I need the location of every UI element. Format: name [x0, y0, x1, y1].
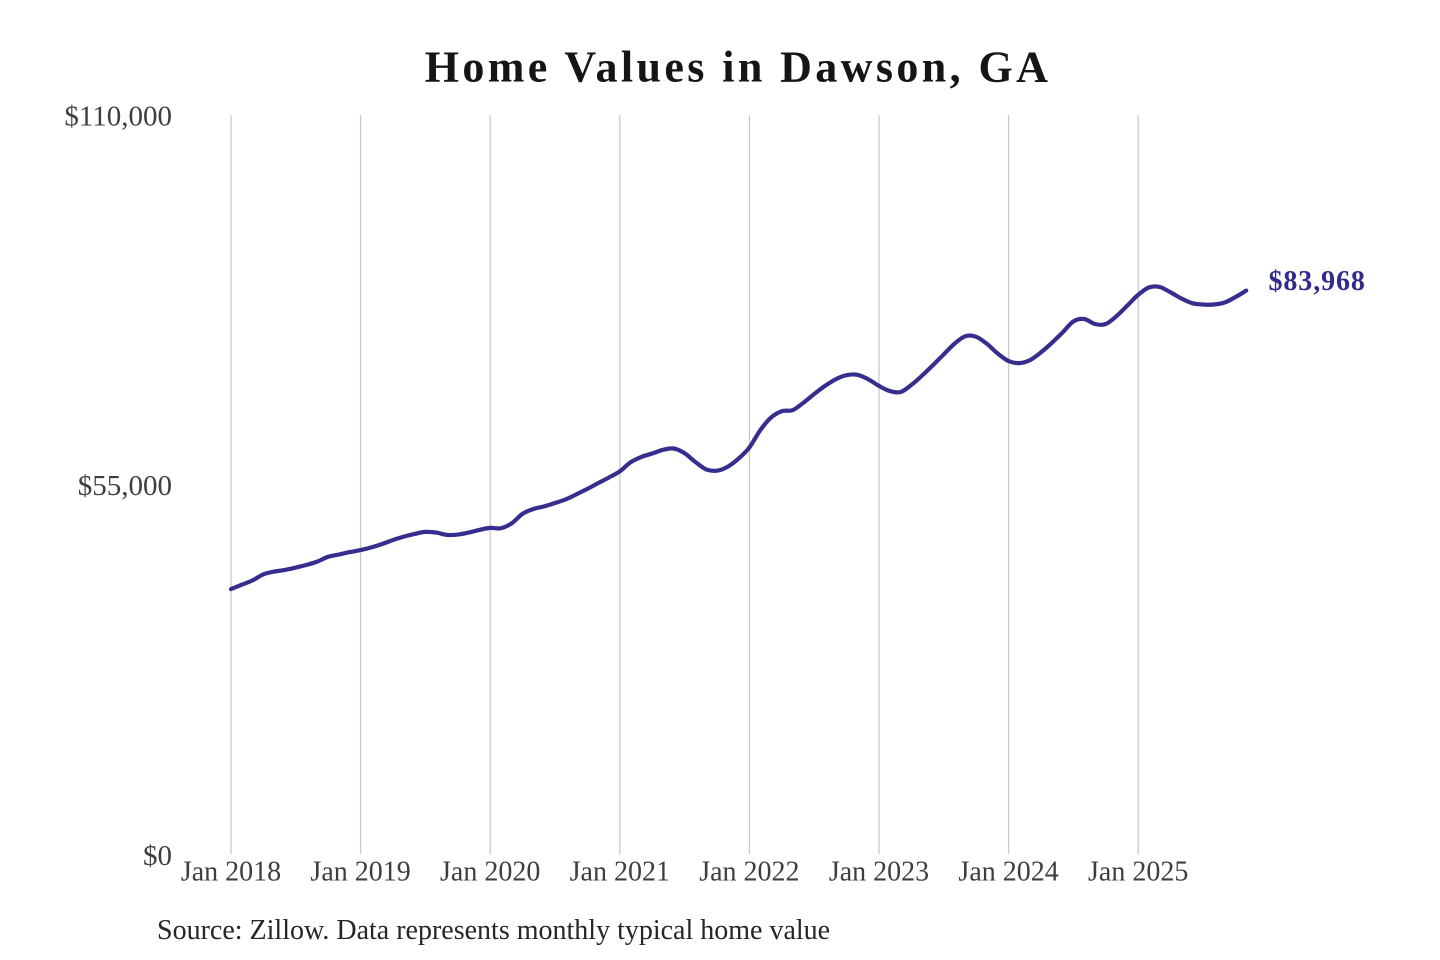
svg-text:Jan 2021: Jan 2021	[570, 857, 670, 888]
svg-text:Jan 2024: Jan 2024	[958, 857, 1058, 888]
svg-text:Jan 2022: Jan 2022	[699, 857, 799, 888]
svg-text:$110,000: $110,000	[64, 101, 172, 133]
svg-text:Home Values in Dawson, GA: Home Values in Dawson, GA	[425, 43, 1052, 92]
svg-text:Jan 2023: Jan 2023	[829, 857, 929, 888]
svg-text:Source: Zillow. Data represent: Source: Zillow. Data represents monthly …	[157, 915, 830, 946]
svg-text:Jan 2020: Jan 2020	[440, 857, 540, 888]
svg-text:Jan 2018: Jan 2018	[181, 857, 281, 888]
svg-text:$0: $0	[143, 840, 172, 872]
svg-text:Jan 2025: Jan 2025	[1088, 857, 1188, 888]
svg-text:Jan 2019: Jan 2019	[310, 857, 410, 888]
svg-text:$83,968: $83,968	[1269, 266, 1366, 297]
svg-text:$55,000: $55,000	[78, 470, 172, 502]
